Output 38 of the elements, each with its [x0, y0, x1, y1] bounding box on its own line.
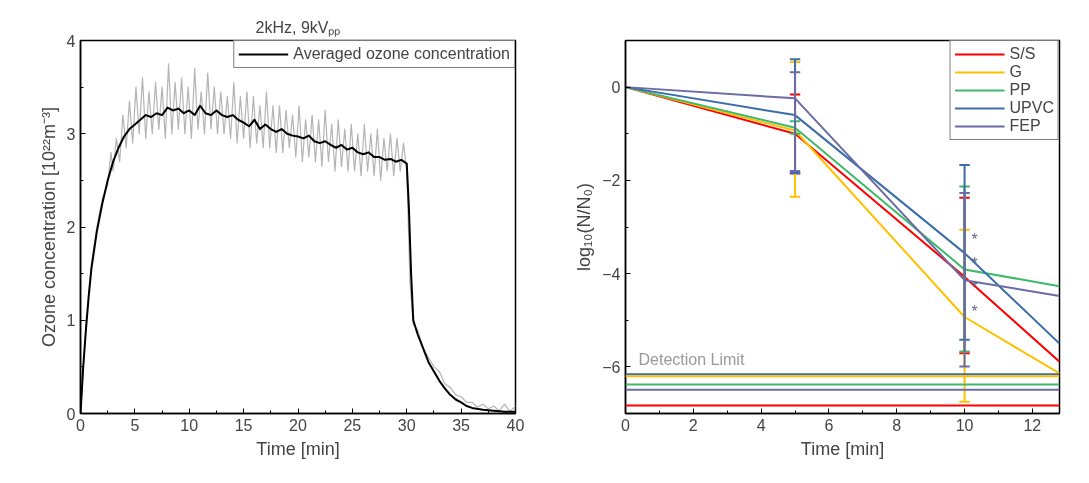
legend-label: G — [1009, 63, 1023, 81]
y-tick-label: 1 — [66, 312, 76, 330]
x-tick-label: 2 — [688, 416, 698, 434]
y-tick-label: 0 — [611, 79, 621, 97]
x-axis-title: Time [min] — [256, 438, 340, 459]
y-tick-label: 2 — [66, 219, 76, 236]
legend-label: UPVC — [1009, 99, 1054, 117]
y-tick-label: −2 — [602, 172, 621, 190]
x-tick-label: 5 — [130, 416, 140, 434]
x-tick-label: 35 — [452, 416, 471, 434]
legend-label: Averaged ozone concentration — [293, 45, 510, 63]
x-tick-label: 40 — [506, 416, 525, 434]
y-tick-label: 0 — [66, 405, 76, 423]
x-tick-label: 15 — [234, 416, 253, 434]
annotation: * — [971, 279, 978, 296]
x-tick-label: 30 — [397, 416, 416, 434]
x-tick-label: 20 — [289, 416, 307, 434]
legend-label: PP — [1009, 81, 1031, 99]
x-tick-label: 25 — [343, 416, 362, 434]
y-tick-label: −6 — [602, 358, 621, 376]
x-axis-title: Time [min] — [800, 438, 885, 459]
x-tick-label: 6 — [824, 416, 834, 434]
annotation: * — [971, 303, 978, 320]
legend-label: S/S — [1009, 45, 1036, 63]
legend-label: FEP — [1009, 117, 1041, 135]
x-tick-label: 4 — [756, 416, 766, 434]
x-tick-label: 12 — [1023, 416, 1042, 434]
x-tick-label: 10 — [955, 416, 974, 434]
x-tick-label: 8 — [892, 416, 902, 434]
ref-line-label: Detection Limit — [638, 351, 745, 369]
y-tick-label: 4 — [66, 32, 76, 50]
y-axis-title: Ozone concentration [10²²m⁻³] — [38, 106, 59, 348]
y-tick-label: 3 — [66, 125, 76, 143]
x-tick-label: 10 — [180, 416, 199, 434]
chart-title: 2kHz, 9kVₚₚ — [255, 18, 341, 37]
y-tick-label: −4 — [602, 265, 621, 283]
y-axis-title: log₁₀(N/N₀) — [574, 182, 595, 272]
annotation: * — [971, 231, 978, 248]
